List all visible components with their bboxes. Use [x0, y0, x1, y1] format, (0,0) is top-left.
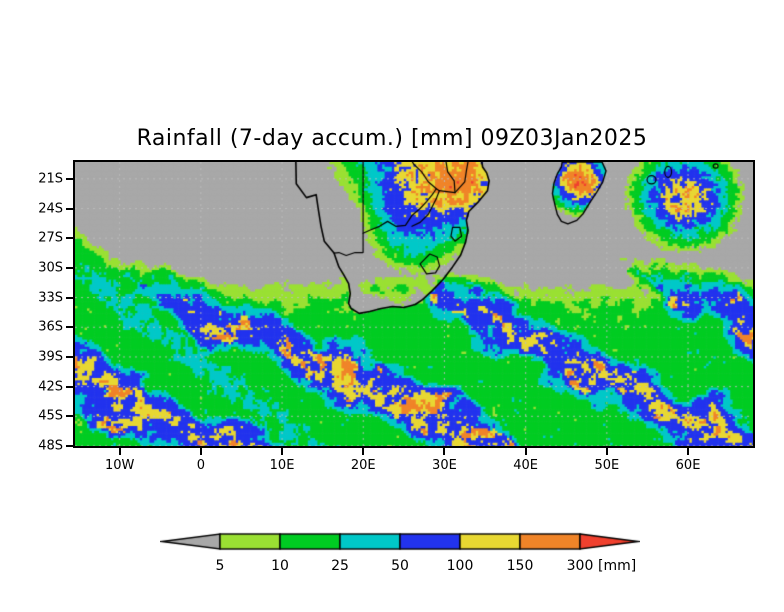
- x-tick-mark: [118, 448, 121, 455]
- y-tick-mark: [66, 445, 73, 447]
- map-plot-area: [73, 160, 755, 448]
- y-tick-label: 21S: [38, 171, 63, 187]
- y-tick-mark: [66, 237, 73, 240]
- y-tick-label: 42S: [38, 379, 63, 395]
- colorbar-unit-label: [mm]: [598, 558, 637, 574]
- x-tick-mark: [281, 448, 284, 455]
- x-tick-label: 50E: [594, 458, 620, 473]
- colorbar-tick-label: 50: [391, 558, 409, 574]
- y-tick-label: 33S: [38, 290, 63, 306]
- y-tick-mark: [66, 415, 73, 418]
- y-tick-mark: [66, 326, 73, 329]
- x-tick-mark: [362, 448, 365, 455]
- x-tick-label: 60E: [675, 458, 701, 473]
- y-tick-mark: [66, 177, 73, 180]
- colorbar-tick-label: 300: [566, 558, 594, 574]
- y-tick-mark: [66, 207, 73, 210]
- x-tick-label: 0: [196, 458, 205, 473]
- y-tick-label: 45S: [38, 408, 63, 424]
- y-tick-label: 27S: [38, 230, 63, 246]
- x-tick-label: 10E: [269, 458, 295, 473]
- colorbar-tick-label: 25: [331, 558, 349, 574]
- y-tick-label: 24S: [38, 201, 63, 216]
- y-tick-label: 30S: [38, 260, 63, 276]
- y-tick-label: 48S: [38, 438, 63, 454]
- y-tick-mark: [66, 355, 73, 358]
- y-tick-mark: [66, 296, 73, 299]
- y-tick-label: 36S: [38, 319, 63, 335]
- x-tick-mark: [443, 448, 446, 455]
- x-tick-mark: [524, 448, 527, 455]
- colorbar-tick-label: 5: [215, 558, 225, 574]
- x-tick-mark: [687, 448, 690, 455]
- y-tick-label: 39S: [38, 349, 63, 365]
- x-tick-mark: [199, 448, 202, 455]
- x-tick-label: 20E: [350, 458, 376, 473]
- colorbar-tick-label: 150: [506, 558, 534, 574]
- colorbar-tick-label: 10: [271, 558, 289, 574]
- colorbar-tick-label: 100: [446, 558, 474, 574]
- chart-title: Rainfall (7-day accum.) [mm] 09Z03Jan202…: [136, 126, 648, 151]
- colorbar-legend: 5 10 25 50 100 150 300 [mm]: [0, 520, 784, 580]
- y-tick-mark: [66, 385, 73, 388]
- colorbar-swatches: [160, 528, 640, 558]
- y-tick-mark: [66, 266, 73, 269]
- x-tick-label: 30E: [432, 458, 457, 473]
- x-tick-label: 10W: [104, 458, 135, 473]
- rainfall-raster: [75, 162, 753, 446]
- x-tick-mark: [605, 448, 608, 455]
- x-tick-label: 40E: [513, 458, 539, 473]
